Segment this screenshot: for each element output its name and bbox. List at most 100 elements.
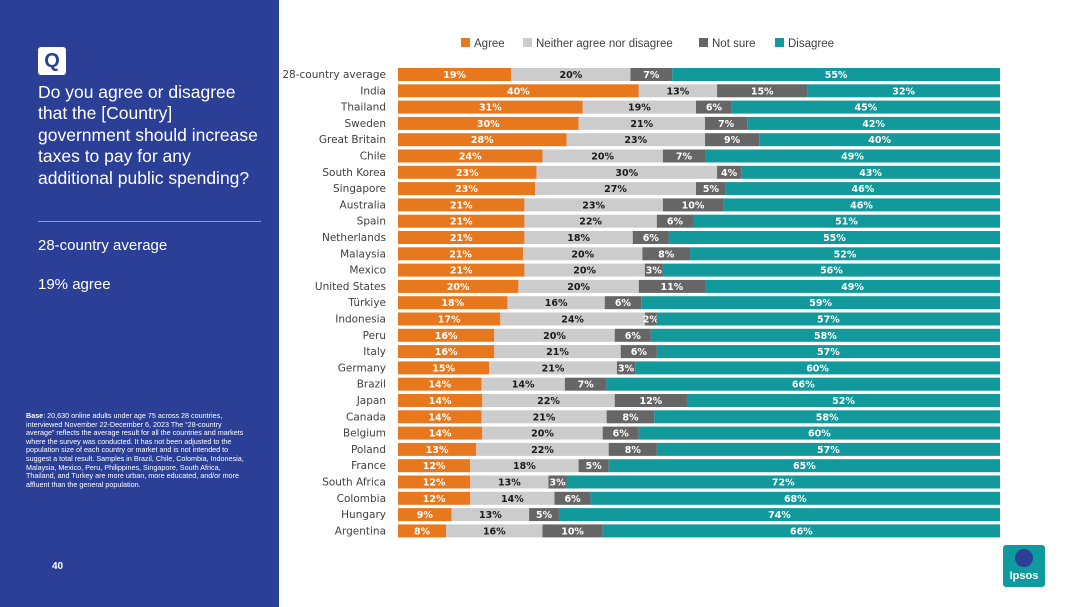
data-label: 6% xyxy=(706,103,723,114)
data-label: 3% xyxy=(618,363,635,374)
base-note-bold: Base xyxy=(26,411,44,420)
data-label: 14% xyxy=(428,412,451,423)
bar-segment xyxy=(398,198,525,212)
bar-segment xyxy=(524,198,663,212)
bar-segment xyxy=(476,442,609,456)
data-label: 6% xyxy=(613,429,630,440)
bar-segment xyxy=(656,345,1000,359)
category-label: Mexico xyxy=(349,265,386,277)
category-label: United States xyxy=(315,281,386,293)
logo-mark xyxy=(1015,549,1033,567)
data-label: 12% xyxy=(639,396,662,407)
bar-segment xyxy=(717,84,808,98)
data-label: 6% xyxy=(667,217,684,228)
data-label: 5% xyxy=(536,510,553,521)
data-label: 18% xyxy=(567,233,590,244)
data-label: 13% xyxy=(498,478,521,489)
bar-segment xyxy=(566,133,706,147)
data-label: 6% xyxy=(631,347,648,358)
data-label: 31% xyxy=(479,103,502,114)
data-label: 8% xyxy=(658,249,675,260)
data-label: 45% xyxy=(855,103,878,114)
bar-segment xyxy=(616,361,636,375)
data-label: 19% xyxy=(628,103,651,114)
bar-segment xyxy=(723,198,1000,212)
bar-segment xyxy=(604,296,642,310)
bar-segment xyxy=(638,84,718,98)
data-label: 20% xyxy=(567,282,590,293)
data-label: 46% xyxy=(850,200,873,211)
bar-segment xyxy=(524,214,657,228)
data-label: 23% xyxy=(456,168,479,179)
bar-segment xyxy=(482,426,603,440)
data-label: 68% xyxy=(784,494,807,505)
data-label: 10% xyxy=(561,526,584,537)
data-label: 40% xyxy=(507,86,530,97)
data-label: 21% xyxy=(450,266,473,277)
data-label: 9% xyxy=(417,510,434,521)
data-label: 20% xyxy=(573,266,596,277)
data-label: 51% xyxy=(835,217,858,228)
bar-segment xyxy=(672,68,1000,81)
data-label: 20% xyxy=(543,331,566,342)
data-label: 21% xyxy=(533,412,556,423)
data-label: 24% xyxy=(561,315,584,326)
bar-segment xyxy=(398,426,483,440)
bar-segment xyxy=(807,84,1000,98)
category-label: Belgium xyxy=(343,428,386,440)
bar-segment xyxy=(398,377,482,391)
data-label: 20% xyxy=(531,429,554,440)
bar-segment xyxy=(656,442,1000,456)
bar-segment xyxy=(511,68,631,81)
bar-segment xyxy=(494,345,621,359)
data-label: 13% xyxy=(479,510,502,521)
data-label: 9% xyxy=(724,135,741,146)
data-label: 6% xyxy=(625,331,642,342)
data-label: 66% xyxy=(792,380,815,391)
category-label: Japan xyxy=(356,395,386,407)
bar-segment xyxy=(398,508,452,522)
data-label: 22% xyxy=(537,396,560,407)
legend-label: Neither agree nor disagree xyxy=(536,38,673,50)
ipsos-logo: Ipsos xyxy=(1003,545,1045,587)
bar-segment xyxy=(717,165,742,179)
data-label: 18% xyxy=(441,298,464,309)
data-label: 40% xyxy=(868,135,891,146)
bar-segment xyxy=(470,491,555,505)
bar-segment xyxy=(398,524,447,538)
bar-segment xyxy=(398,491,471,505)
bar-segment xyxy=(747,116,1000,130)
bar-segment xyxy=(558,508,1000,522)
category-label: Singapore xyxy=(333,183,386,195)
stacked-bar-chart: Agree Neither agree nor disagree Not sure D… xyxy=(282,38,1000,538)
bar-segment xyxy=(507,296,605,310)
data-label: 8% xyxy=(622,412,639,423)
data-label: 23% xyxy=(455,184,478,195)
category-label: Australia xyxy=(340,199,386,211)
average-label: 28-country average xyxy=(38,237,168,254)
bar-segment xyxy=(759,133,1000,147)
data-label: 20% xyxy=(447,282,470,293)
bar-segment xyxy=(481,377,565,391)
bar-segment xyxy=(398,214,525,228)
bar-segment xyxy=(554,491,591,505)
category-label: Malaysia xyxy=(340,248,386,260)
data-label: 16% xyxy=(435,331,458,342)
bar-segment xyxy=(632,231,669,244)
bar-segment xyxy=(398,116,579,130)
bar-segment xyxy=(641,296,1000,310)
data-label: 21% xyxy=(450,200,473,211)
bar-segment xyxy=(614,328,651,342)
data-label: 22% xyxy=(531,445,554,456)
data-label: 18% xyxy=(513,461,536,472)
bar-segment xyxy=(535,182,697,196)
bar-segment xyxy=(446,524,543,538)
bar-segment xyxy=(500,312,645,326)
bar-segment xyxy=(398,263,525,277)
bar-segment xyxy=(638,279,706,293)
data-label: 20% xyxy=(559,70,582,81)
data-label: 57% xyxy=(817,347,840,358)
bar-segment xyxy=(398,100,583,114)
data-label: 14% xyxy=(501,494,524,505)
data-label: 20% xyxy=(591,152,614,163)
